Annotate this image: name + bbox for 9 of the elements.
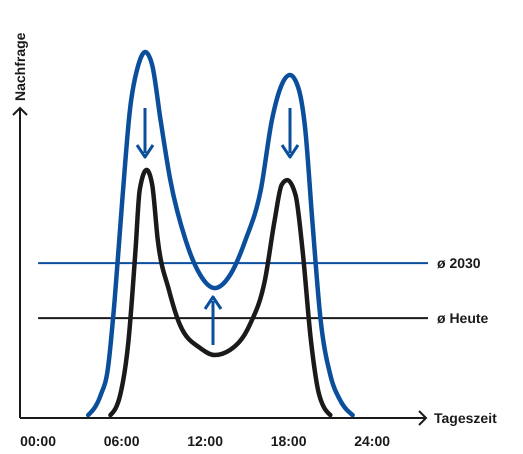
x-axis-title: Tageszeit xyxy=(434,410,498,426)
y-axis-title: Nachfrage xyxy=(12,32,28,101)
x-tick-label: 18:00 xyxy=(270,433,307,449)
ref-line-label: ø 2030 xyxy=(437,255,481,272)
x-tick-label: 00:00 xyxy=(20,433,56,449)
x-tick-label: 06:00 xyxy=(104,433,140,449)
x-tick-label: 12:00 xyxy=(187,433,224,449)
x-tick-label: 24:00 xyxy=(354,433,390,449)
ref-line-label: ø Heute xyxy=(437,310,489,326)
